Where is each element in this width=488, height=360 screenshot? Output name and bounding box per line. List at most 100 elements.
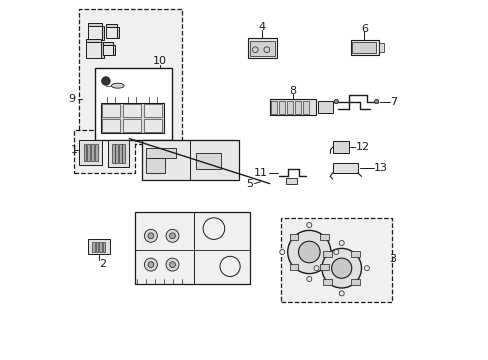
Bar: [196, 153, 221, 169]
Text: 8: 8: [289, 86, 296, 96]
Bar: [91, 144, 94, 161]
Circle shape: [374, 99, 378, 104]
Circle shape: [148, 262, 154, 267]
Text: 3: 3: [388, 254, 395, 264]
Bar: [86, 42, 101, 58]
Bar: [145, 158, 165, 173]
Bar: [122, 144, 125, 163]
Bar: [279, 101, 284, 114]
Circle shape: [144, 258, 157, 271]
Bar: [320, 234, 328, 240]
Bar: [87, 144, 90, 161]
Bar: [352, 42, 375, 53]
Circle shape: [321, 248, 361, 288]
Bar: [323, 279, 331, 285]
Circle shape: [333, 249, 338, 255]
Text: 7: 7: [389, 96, 397, 107]
Bar: [95, 144, 98, 161]
Circle shape: [144, 229, 157, 242]
Text: 6: 6: [360, 24, 367, 34]
Circle shape: [364, 266, 368, 271]
Circle shape: [169, 262, 175, 267]
Circle shape: [166, 229, 179, 242]
Bar: [318, 101, 332, 113]
Text: 1: 1: [70, 145, 78, 156]
Bar: [79, 140, 102, 165]
Bar: [102, 104, 120, 117]
Bar: [73, 130, 134, 173]
Circle shape: [166, 258, 179, 271]
Bar: [295, 101, 300, 114]
Text: 5: 5: [245, 179, 253, 189]
Bar: [249, 41, 275, 56]
Bar: [107, 140, 129, 167]
Bar: [269, 99, 316, 115]
Circle shape: [306, 222, 311, 228]
Bar: [145, 148, 176, 158]
Bar: [115, 144, 118, 163]
Bar: [280, 218, 391, 302]
Circle shape: [298, 241, 320, 263]
Bar: [303, 101, 308, 114]
Bar: [351, 279, 359, 285]
Bar: [119, 144, 122, 163]
Bar: [117, 27, 119, 38]
Bar: [332, 163, 357, 173]
Bar: [101, 103, 163, 133]
Bar: [88, 23, 102, 26]
Bar: [113, 45, 115, 55]
Circle shape: [169, 233, 175, 239]
Text: 2: 2: [99, 258, 105, 269]
Bar: [92, 242, 95, 252]
Circle shape: [339, 240, 344, 246]
Text: 4: 4: [258, 22, 265, 32]
Bar: [351, 251, 359, 257]
Bar: [112, 144, 114, 163]
Text: 10: 10: [153, 56, 166, 66]
Bar: [96, 242, 98, 252]
Bar: [99, 242, 102, 252]
Circle shape: [279, 249, 284, 255]
Ellipse shape: [111, 83, 124, 88]
Bar: [332, 141, 348, 153]
Text: 13: 13: [373, 163, 387, 173]
Bar: [88, 239, 109, 254]
Bar: [350, 40, 379, 55]
Text: 11: 11: [253, 168, 267, 178]
Bar: [102, 26, 104, 40]
Bar: [247, 38, 276, 58]
Bar: [379, 43, 383, 52]
Bar: [289, 234, 298, 240]
Bar: [102, 119, 120, 132]
Bar: [134, 212, 249, 284]
Bar: [289, 264, 298, 270]
Bar: [101, 42, 104, 58]
Circle shape: [333, 99, 338, 104]
Bar: [271, 101, 276, 114]
Circle shape: [339, 291, 344, 296]
Bar: [143, 104, 162, 117]
Bar: [102, 242, 105, 252]
Circle shape: [306, 276, 311, 282]
Bar: [95, 68, 172, 140]
Bar: [122, 119, 141, 132]
Bar: [285, 178, 296, 184]
Bar: [103, 42, 113, 45]
Bar: [323, 251, 331, 257]
Bar: [86, 39, 101, 42]
Bar: [143, 119, 162, 132]
Bar: [122, 104, 141, 117]
Circle shape: [331, 258, 351, 278]
Text: 9: 9: [68, 94, 75, 104]
Bar: [106, 24, 117, 27]
Bar: [142, 140, 239, 180]
Circle shape: [148, 233, 154, 239]
Bar: [287, 101, 292, 114]
Circle shape: [287, 230, 330, 274]
Bar: [83, 144, 86, 161]
Bar: [103, 45, 113, 55]
Bar: [79, 9, 181, 144]
Bar: [320, 264, 328, 270]
Circle shape: [102, 77, 110, 85]
Text: 12: 12: [355, 142, 369, 152]
